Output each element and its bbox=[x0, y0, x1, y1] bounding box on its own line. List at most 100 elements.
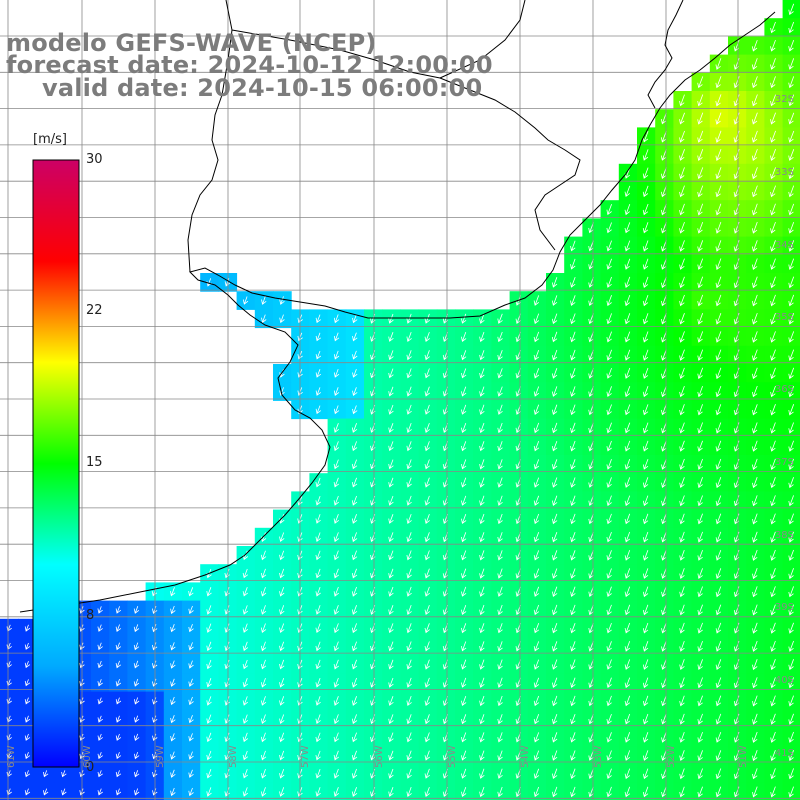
wind-arrow bbox=[752, 640, 758, 652]
wind-arrow bbox=[315, 659, 321, 670]
wind-arrow bbox=[206, 787, 212, 797]
wind-arrow bbox=[570, 750, 576, 761]
wind-arrow bbox=[424, 750, 430, 761]
wind-arrow bbox=[770, 640, 776, 652]
wind-arrow bbox=[424, 768, 430, 779]
wind-arrow bbox=[552, 768, 558, 780]
wind-arrow bbox=[661, 349, 667, 361]
wind-arrow bbox=[733, 148, 740, 162]
wind-arrow bbox=[624, 586, 631, 598]
wind-arrow bbox=[697, 440, 703, 452]
wind-arrow bbox=[752, 622, 758, 634]
wind-arrow bbox=[479, 368, 485, 379]
wind-arrow bbox=[788, 21, 795, 34]
wind-arrow bbox=[624, 386, 631, 398]
wind-arrow bbox=[788, 185, 795, 198]
wind-arrow bbox=[788, 458, 794, 471]
wind-arrow bbox=[461, 786, 467, 797]
wind-arrow bbox=[479, 495, 485, 506]
wind-arrow bbox=[61, 788, 67, 796]
wind-arrow bbox=[770, 786, 776, 798]
wind-arrow bbox=[770, 112, 776, 125]
wind-arrow bbox=[697, 331, 704, 343]
wind-arrow bbox=[242, 605, 249, 615]
wind-arrow bbox=[624, 713, 631, 725]
wind-arrow bbox=[679, 731, 685, 743]
wind-arrow bbox=[333, 459, 340, 470]
wind-arrow bbox=[333, 677, 340, 688]
wind-arrow bbox=[497, 422, 503, 434]
valid-date: valid date: 2024-10-15 06:00:00 bbox=[42, 74, 483, 102]
wind-arrow bbox=[351, 641, 358, 652]
wind-arrow bbox=[242, 296, 249, 305]
wind-arrow bbox=[497, 786, 503, 798]
wind-arrow bbox=[552, 477, 558, 488]
wind-arrow bbox=[479, 477, 485, 488]
wind-arrow bbox=[352, 368, 358, 378]
wind-arrow bbox=[351, 714, 358, 725]
wind-arrow bbox=[770, 258, 776, 270]
wind-arrow bbox=[752, 276, 758, 289]
wind-arrow bbox=[661, 732, 667, 743]
wind-arrow bbox=[624, 641, 631, 652]
wind-arrow bbox=[260, 550, 267, 561]
wind-arrow bbox=[333, 350, 340, 360]
wind-arrow bbox=[697, 112, 704, 125]
wind-arrow bbox=[206, 750, 212, 761]
wind-arrow bbox=[770, 659, 776, 671]
wind-arrow bbox=[24, 624, 31, 632]
wind-arrow bbox=[642, 641, 649, 652]
wind-arrow bbox=[606, 331, 612, 343]
wind-arrow bbox=[497, 459, 503, 470]
wind-arrow bbox=[642, 568, 649, 579]
wind-arrow bbox=[24, 697, 31, 705]
wind-arrow bbox=[260, 641, 267, 652]
wind-arrow bbox=[624, 659, 631, 670]
wind-arrow bbox=[406, 714, 412, 725]
wind-arrow bbox=[770, 750, 776, 762]
wind-arrow bbox=[351, 532, 358, 543]
wind-arrow bbox=[788, 149, 795, 161]
wind-arrow bbox=[751, 148, 758, 162]
wind-arrow bbox=[552, 495, 558, 507]
wind-arrow bbox=[715, 404, 722, 416]
wind-arrow bbox=[679, 149, 685, 161]
wind-arrow bbox=[497, 513, 503, 525]
wind-arrow bbox=[697, 221, 704, 234]
wind-arrow bbox=[497, 586, 503, 597]
wind-arrow bbox=[479, 313, 485, 324]
wind-arrow bbox=[461, 550, 467, 561]
wind-arrow bbox=[752, 331, 758, 343]
wind-arrow bbox=[624, 732, 631, 743]
wind-arrow bbox=[242, 787, 249, 797]
wind-arrow bbox=[697, 659, 703, 671]
wind-arrow bbox=[697, 94, 704, 107]
wind-arrow bbox=[570, 768, 576, 780]
wind-arrow bbox=[752, 385, 758, 398]
wind-arrow bbox=[642, 185, 649, 198]
wind-arrow bbox=[770, 58, 776, 70]
wind-arrow bbox=[351, 787, 358, 797]
wind-arrow bbox=[661, 786, 667, 798]
wind-arrow bbox=[715, 385, 722, 398]
wind-arrow bbox=[552, 422, 558, 434]
wind-arrow bbox=[642, 458, 649, 470]
wind-arrow bbox=[552, 586, 558, 598]
wind-arrow bbox=[406, 513, 412, 525]
wind-arrow bbox=[697, 203, 704, 216]
wind-arrow bbox=[788, 531, 794, 543]
wind-arrow bbox=[679, 258, 685, 270]
wind-arrow bbox=[351, 605, 358, 615]
wind-arrow bbox=[570, 422, 576, 434]
wind-arrow bbox=[697, 640, 703, 652]
wind-arrow bbox=[479, 459, 485, 470]
wind-arrow bbox=[770, 768, 776, 780]
wind-arrow bbox=[424, 695, 430, 707]
wind-arrow bbox=[642, 294, 649, 307]
wind-arrow bbox=[606, 349, 612, 361]
wind-arrow bbox=[788, 404, 795, 416]
wind-arrow bbox=[697, 458, 703, 470]
lon-label-53w: 53W bbox=[593, 745, 604, 768]
wind-arrow bbox=[770, 622, 776, 634]
wind-arrow bbox=[479, 350, 485, 361]
